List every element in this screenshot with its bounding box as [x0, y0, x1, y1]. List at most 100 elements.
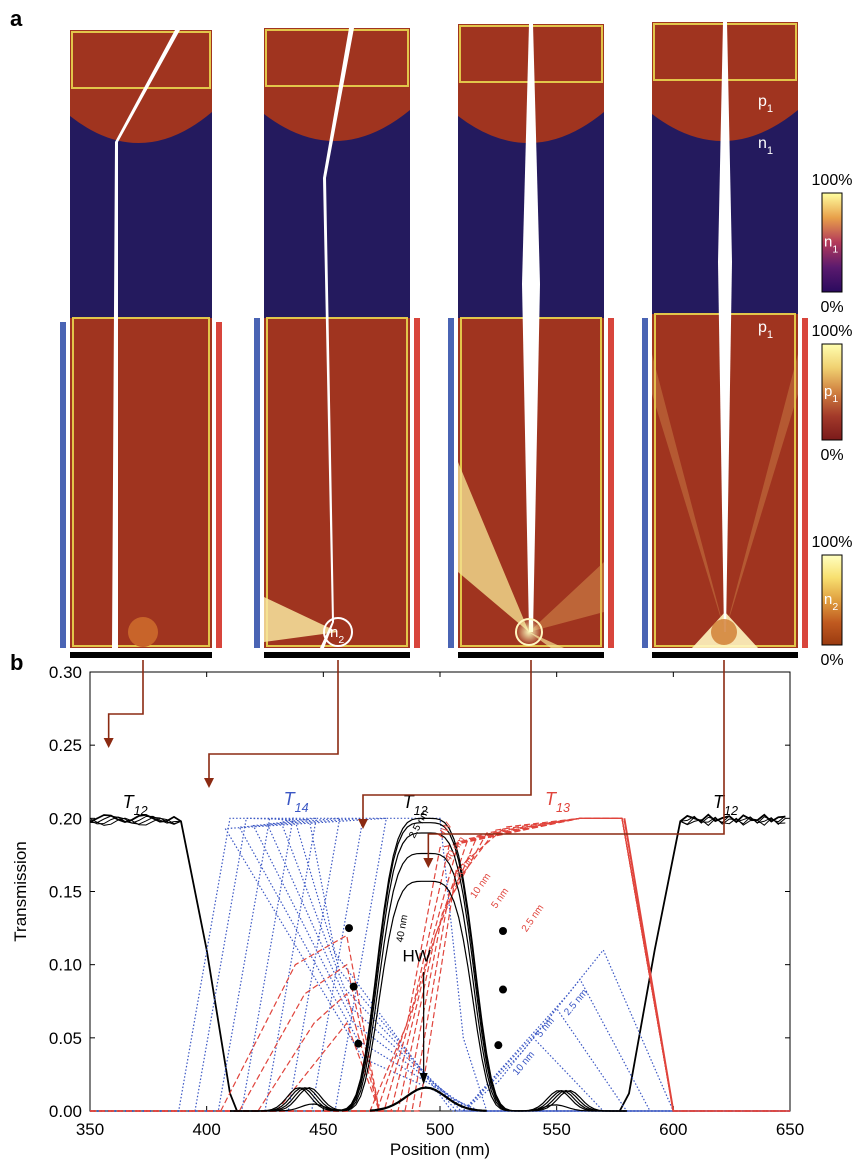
T14-curve [90, 817, 790, 1112]
simulation-panel-4 [652, 22, 798, 648]
n2-inclusion [323, 617, 353, 647]
T13-curve [276, 1021, 380, 1112]
T14-curve [90, 817, 790, 1112]
HW-label: HW [403, 947, 431, 966]
y-axis-label: Transmission [11, 841, 30, 941]
black-curve-label: 40 nm [395, 914, 411, 943]
bottom-contact-bar [652, 652, 798, 658]
T14-label: T14 [284, 789, 309, 815]
scatter-fan [652, 354, 725, 632]
panel-arrow [107, 660, 144, 744]
red-curve-label: 10 nm [468, 871, 493, 900]
y-tick-label: 0.30 [49, 663, 82, 682]
colorbar-bottom-label: 0% [820, 447, 843, 464]
T14-curve [90, 817, 790, 1112]
T12-center-label: T12 [403, 792, 428, 818]
T12-left-edge [89, 816, 238, 1112]
p-region [264, 28, 410, 648]
T12-left-edge [89, 815, 238, 1112]
x-tick-label: 650 [776, 1120, 804, 1139]
transmission-chart: 350 400 450 500 550 600 650 0.00 0.05 0.10 0.15 0.2… [11, 660, 804, 1159]
T12-right-edge [619, 817, 786, 1112]
T12-center-curve [230, 880, 627, 1112]
y-tick-label: 0.25 [49, 736, 82, 755]
T14-curve [462, 1036, 604, 1112]
region-label-n1: n1 [758, 135, 773, 157]
colorbar-label: p1 [824, 383, 838, 405]
T14-curve [90, 817, 790, 1112]
panel-arrow [208, 660, 339, 784]
left-contact-bar [60, 322, 66, 648]
left-contact-bar [642, 318, 648, 648]
colorbar-top-label: 100% [812, 534, 853, 551]
T13-curve [90, 817, 790, 1112]
T12-left-label: T12 [123, 792, 148, 818]
T13-curve [238, 963, 380, 1112]
right-contact-bar [414, 318, 420, 648]
T14-curve [462, 1007, 628, 1112]
y-tick-label: 0.20 [49, 809, 82, 828]
x-axis-label: Position (nm) [390, 1140, 490, 1159]
T12-right-edge [618, 813, 786, 1112]
n2-inclusion [711, 619, 737, 645]
simulation-panels: p1 n1 p1 n2 [60, 22, 808, 658]
bottom-contact-bar [70, 652, 212, 658]
T13-curve [90, 817, 790, 1112]
n2-inclusion [515, 618, 543, 646]
T14-curve [90, 817, 790, 1112]
drain-contact-box [71, 31, 211, 89]
marker-dot [354, 1039, 363, 1048]
y-tick-label: 0.05 [49, 1029, 82, 1048]
x-tick-label: 400 [192, 1120, 220, 1139]
T13-curve [90, 817, 790, 1112]
T13-label: T13 [545, 789, 570, 815]
panel-b-label: b [10, 650, 23, 675]
T12-right-edge [619, 815, 786, 1112]
T14-curve [90, 817, 790, 1112]
T12-center-curve [230, 852, 627, 1112]
colorbar-label: n2 [824, 591, 838, 613]
x-tick-label: 600 [659, 1120, 687, 1139]
x-tick-label: 500 [426, 1120, 454, 1139]
T13-curve [90, 817, 790, 1112]
blue-curve-label: 2.5 nm [562, 987, 590, 1017]
colorbar-2 [821, 343, 843, 441]
panel-arrowhead [103, 738, 114, 748]
colorbar-top-label: 100% [812, 172, 853, 189]
right-contact-bar [216, 322, 222, 648]
scatter-fan [458, 462, 529, 632]
T13-curve [257, 992, 380, 1112]
left-contact-bar [254, 318, 260, 648]
T13-edge [623, 818, 675, 1112]
colorbar-bottom-label: 0% [820, 299, 843, 316]
marker-dot [349, 982, 358, 991]
x-tick-label: 350 [76, 1120, 104, 1139]
n-region [264, 110, 410, 318]
T12-right-label: T12 [713, 792, 738, 818]
left-contact-bar [448, 318, 454, 648]
simulation-panel-2 [264, 28, 410, 648]
y-tick-label: 0.15 [49, 883, 82, 902]
marker-dot [499, 985, 507, 994]
marker-dot [345, 924, 353, 933]
T12-left-edge [89, 813, 238, 1112]
colorbar-3 [821, 554, 843, 646]
T14-curve [90, 817, 790, 1112]
T12-left-edge [89, 817, 238, 1112]
T13-curve [90, 817, 790, 1112]
panel-a-label: a [10, 6, 23, 31]
T14-curve [462, 948, 674, 1112]
bottom-contact-bar [264, 652, 410, 658]
electron-beam [718, 22, 732, 632]
scatter-fan [264, 597, 338, 642]
scatter-fan [529, 562, 604, 632]
inclusion-label-n2: n2 [330, 624, 344, 646]
T14-curve [90, 817, 790, 1112]
marker-dot [494, 1041, 503, 1050]
panel-arrowhead [204, 778, 214, 788]
right-contact-bar [608, 318, 614, 648]
simulation-panel-1 [70, 30, 212, 648]
panel-arrowhead [358, 819, 368, 829]
n2-inclusion [128, 617, 158, 647]
T12-center-curve [230, 832, 627, 1112]
